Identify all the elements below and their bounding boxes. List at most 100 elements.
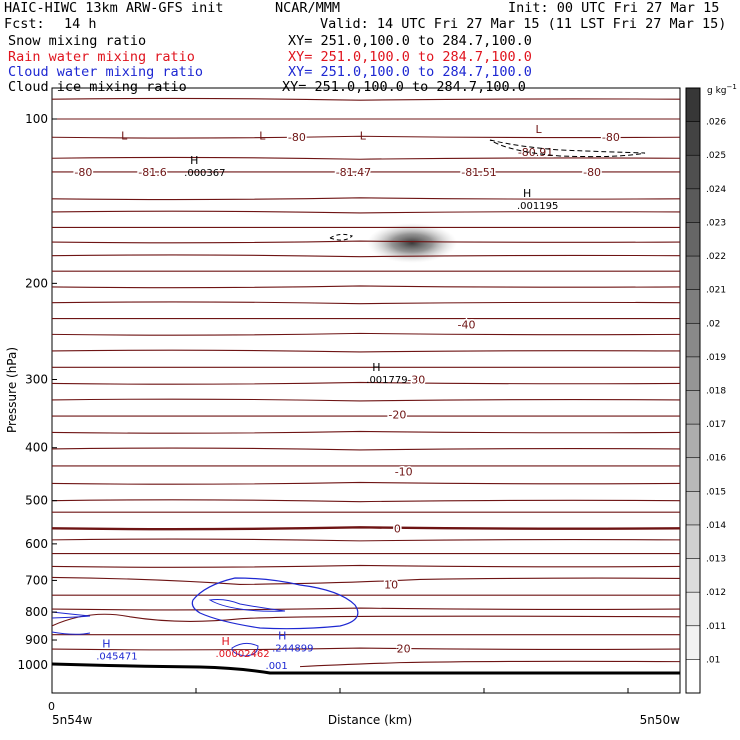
isotherm-line bbox=[51, 481, 681, 485]
isotherm-line bbox=[51, 499, 681, 503]
temperature-contours bbox=[51, 97, 681, 668]
extremum-value: .001195 bbox=[517, 201, 558, 212]
isotherm-label: -30 bbox=[407, 374, 425, 387]
isotherm-line bbox=[51, 576, 681, 585]
extremum-value: .001 bbox=[266, 661, 288, 672]
colorbar-tick-label: .013 bbox=[706, 555, 726, 565]
extremum-marker: L bbox=[121, 130, 128, 143]
isotherm-line bbox=[51, 381, 681, 385]
field-name-rain: Rain water mixing ratio bbox=[8, 49, 195, 65]
colorbar-segment bbox=[686, 256, 700, 291]
cloud-ice-shading bbox=[367, 223, 457, 263]
isotherm-line bbox=[51, 285, 681, 289]
x-start-label: 5n54w bbox=[52, 713, 93, 727]
field-name-cloud-water: Cloud water mixing ratio bbox=[8, 64, 204, 80]
isotherm-label: -81.51 bbox=[461, 166, 496, 179]
temperature-contour-labels: -80 -80 -80 -81.6 -81.47 -81.51 -80 -80.91 -40 -3… bbox=[73, 130, 621, 657]
extremum-marker: H bbox=[372, 361, 380, 374]
isotherm-line bbox=[51, 240, 681, 244]
y-tick-label: 600 bbox=[25, 537, 48, 551]
colorbar-segment bbox=[686, 155, 700, 190]
isotherm-label: 20 bbox=[397, 642, 411, 655]
extremum-value: .001779 bbox=[366, 375, 407, 386]
colorbar-segment bbox=[686, 625, 700, 660]
y-tick-label: 200 bbox=[25, 276, 48, 290]
extremum-value: .000367 bbox=[184, 168, 225, 179]
isotherm-label: -80.91 bbox=[518, 146, 553, 159]
isotherm-line bbox=[51, 97, 681, 101]
isotherm-line bbox=[51, 135, 681, 139]
cloud-water-contour bbox=[231, 642, 259, 657]
x-end-label: 5n50w bbox=[640, 713, 681, 727]
y-tick-label: 1000 bbox=[17, 658, 48, 672]
header-fcst-value: 14 h bbox=[64, 16, 97, 32]
isotherm-line bbox=[299, 660, 681, 668]
extremum-marker: L bbox=[536, 123, 543, 136]
isotherm-label: -81.6 bbox=[138, 166, 166, 179]
pressure-axis: 100 200 300 400 500 600 700 800 900 1000 bbox=[17, 112, 57, 672]
y-tick-label: 700 bbox=[25, 573, 48, 587]
extremum-marker: H bbox=[523, 187, 531, 200]
isotherm-label: -80 bbox=[74, 166, 92, 179]
header-valid: Valid: 14 UTC Fri 27 Mar 15 (11 LST Fri … bbox=[320, 16, 727, 32]
y-tick-label: 400 bbox=[25, 441, 48, 455]
y-axis-title: Pressure (hPa) bbox=[5, 347, 19, 433]
isotherm-label: 10 bbox=[384, 578, 398, 591]
colorbar-tick-label: .011 bbox=[706, 622, 726, 632]
colorbar-segment bbox=[686, 558, 700, 593]
field-xy-cloud-ice: XY= 251.0,100.0 to 284.7,100.0 bbox=[282, 79, 526, 95]
colorbar-tick-label: .019 bbox=[706, 353, 726, 363]
colorbar-tick-label: .025 bbox=[706, 151, 726, 161]
isotherm-line bbox=[51, 526, 681, 531]
isotherm-line bbox=[51, 647, 681, 651]
isotherm-line bbox=[51, 447, 681, 451]
colorbar-segment bbox=[686, 524, 700, 560]
colorbar-unit: g kg−1 bbox=[707, 83, 737, 96]
colorbar-segment bbox=[686, 222, 700, 257]
isotherm-line bbox=[51, 613, 681, 627]
field-name-snow: Snow mixing ratio bbox=[8, 33, 147, 49]
colorbar-tick-label: .015 bbox=[706, 487, 726, 497]
colorbar-tick-label: .02 bbox=[706, 319, 720, 329]
isotherm-line bbox=[51, 398, 681, 402]
colorbar-tick-label: .023 bbox=[706, 218, 726, 228]
colorbar-segment bbox=[686, 356, 700, 391]
cloud-water-contour bbox=[51, 631, 91, 635]
isotherm-label: 0 bbox=[394, 522, 401, 535]
isotherm-label: -40 bbox=[457, 319, 475, 332]
isotherm-line bbox=[51, 254, 681, 258]
field-xy-cloud-water: XY= 251.0,100.0 to 284.7,100.0 bbox=[288, 64, 532, 80]
isotherm-label: -10 bbox=[395, 465, 413, 478]
colorbar-tick-label: .026 bbox=[706, 118, 726, 128]
colorbar-segment bbox=[686, 323, 700, 358]
isotherm-line bbox=[51, 301, 681, 305]
isotherm-line bbox=[51, 430, 681, 434]
field-xy-snow: XY= 251.0,100.0 to 284.7,100.0 bbox=[288, 33, 532, 49]
x-zero-label: 0 bbox=[48, 700, 55, 713]
colorbar: .01 .011 .012 .013 .014 .015 .016 .017 .018 .019.… bbox=[685, 87, 726, 694]
colorbar-segment bbox=[686, 121, 700, 156]
extremum-marker: H bbox=[190, 154, 198, 167]
isotherm-line bbox=[51, 197, 681, 201]
y-tick-label: 800 bbox=[25, 605, 48, 619]
colorbar-tick-label: .01 bbox=[706, 655, 720, 665]
colorbar-tick-label: .014 bbox=[706, 521, 726, 531]
isotherm-line bbox=[51, 538, 681, 542]
colorbar-tick-label: .012 bbox=[706, 588, 726, 598]
cloud-water-contour bbox=[191, 577, 359, 630]
colorbar-segment bbox=[686, 188, 700, 223]
extremum-marker: H bbox=[102, 638, 110, 651]
header-title: HAIC-HIWC 13km ARW-GFS init bbox=[4, 0, 224, 16]
isotherm-line bbox=[51, 607, 681, 611]
distance-axis bbox=[195, 688, 629, 693]
isotherm-label: -81.47 bbox=[336, 166, 371, 179]
header-fcst-label: Fcst: bbox=[4, 16, 45, 32]
extremum-value: .045471 bbox=[96, 652, 137, 663]
y-tick-label: 100 bbox=[25, 112, 48, 126]
extremum-value: .00002462 bbox=[216, 649, 270, 660]
colorbar-segment bbox=[686, 88, 700, 123]
colorbar-segment bbox=[686, 289, 700, 324]
colorbar-segment bbox=[686, 457, 700, 492]
colorbar-tick-label: .017 bbox=[706, 420, 726, 430]
